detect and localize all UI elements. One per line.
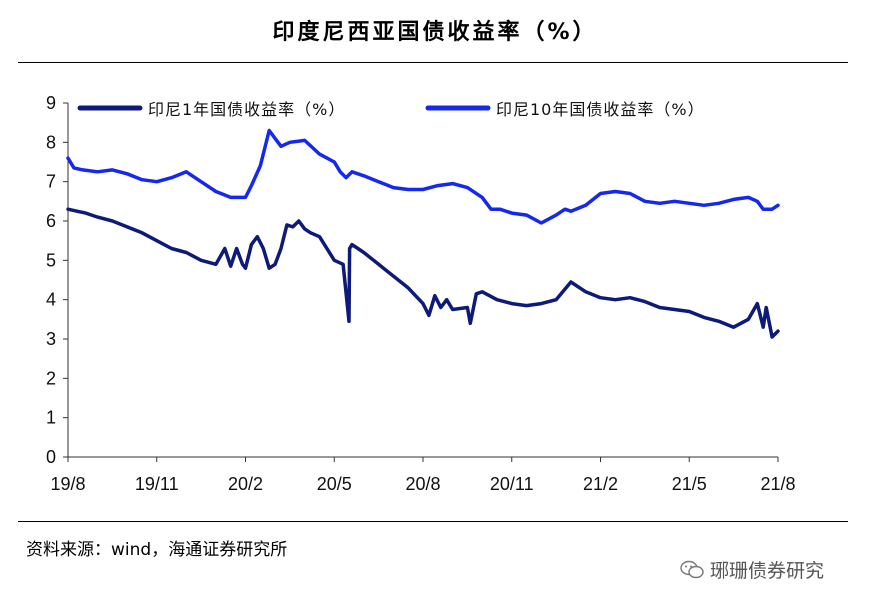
series-line-10y bbox=[66, 128, 780, 225]
legend: 印尼1年国债收益率（%） 印尼10年国债收益率（%） bbox=[77, 100, 705, 119]
y-tick-label: 5 bbox=[46, 250, 56, 270]
x-tick-label: 19/8 bbox=[50, 474, 85, 494]
source-rule bbox=[18, 521, 848, 522]
x-tick-label: 20/11 bbox=[490, 474, 534, 494]
y-tick-label: 2 bbox=[46, 368, 56, 388]
x-tick-label: 20/5 bbox=[317, 474, 352, 494]
y-tick-label: 8 bbox=[46, 132, 56, 152]
legend-label-10y: 印尼10年国债收益率（%） bbox=[496, 100, 705, 119]
x-tick-label: 21/5 bbox=[672, 474, 707, 494]
y-tick-label: 7 bbox=[46, 172, 56, 192]
watermark: 琊珊债券研究 bbox=[680, 556, 824, 583]
x-tick-label: 19/11 bbox=[135, 474, 179, 494]
y-tick-label: 6 bbox=[46, 211, 56, 231]
y-tick-label: 4 bbox=[46, 290, 56, 310]
y-tick-label: 0 bbox=[46, 447, 56, 467]
source-note: 资料来源：wind，海通证券研究所 bbox=[26, 540, 288, 560]
axes: 0 1 2 3 4 5 6 7 8 9 19/8 19/11 20/2 20/5 20/8 20/11 21/2… bbox=[46, 93, 796, 494]
y-tick-label: 9 bbox=[46, 93, 56, 113]
x-tick-label: 21/8 bbox=[760, 474, 795, 494]
chart-svg: 0 1 2 3 4 5 6 7 8 9 19/8 19/11 20/2 20/5 20/8 20/11 21/2… bbox=[46, 93, 796, 494]
series-layer bbox=[66, 128, 780, 339]
wechat-icon bbox=[680, 560, 704, 579]
y-tick-label: 1 bbox=[46, 408, 56, 428]
x-tick-label: 21/2 bbox=[583, 474, 618, 494]
y-tick-label: 3 bbox=[46, 329, 56, 349]
x-tick-label: 20/2 bbox=[228, 474, 263, 494]
x-tick-label: 20/8 bbox=[405, 474, 440, 494]
chart-title: 印度尼西亚国债收益率（%） bbox=[272, 20, 598, 45]
title-rule bbox=[18, 62, 848, 63]
legend-label-1y: 印尼1年国债收益率（%） bbox=[148, 100, 345, 119]
series-line-1y bbox=[66, 207, 780, 339]
watermark-text: 琊珊债券研究 bbox=[710, 560, 825, 582]
